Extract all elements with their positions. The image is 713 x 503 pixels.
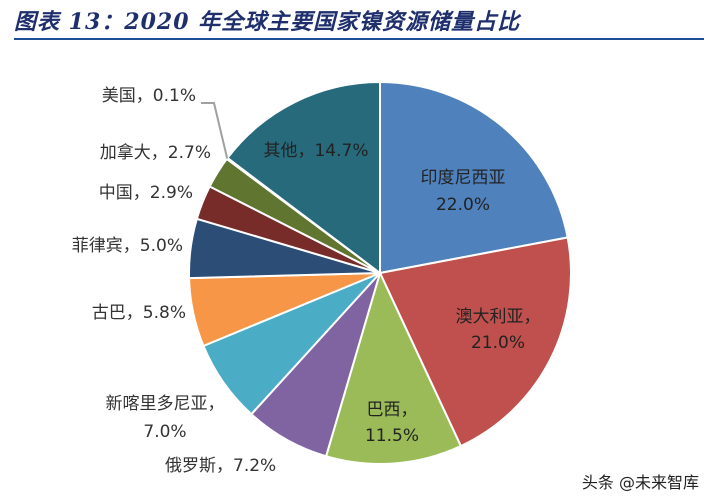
- pie-slice-印度尼西亚: [379, 80, 569, 275]
- slice-labels: 印度尼西亚 22.0% 澳大利亚， 21.0% 巴西， 11.5% 俄罗斯，7.2% 新喀里多…: [72, 86, 541, 476]
- slice-label-中国: 中国，2.9%: [99, 183, 193, 203]
- slice-label-其他: 其他，14.7%: [263, 141, 368, 161]
- pie-slice-巴西: [324, 270, 463, 465]
- pie-slice-澳大利亚: [378, 236, 572, 448]
- watermark: 头条 @未来智库: [581, 473, 699, 492]
- slice-label-新喀里多尼亚: 新喀里多尼亚， 7.0%: [106, 394, 225, 442]
- slice-label-菲律宾: 菲律宾，5.0%: [72, 236, 183, 256]
- chart-title: 图表 13：2020 年全球主要国家镍资源储量占比: [14, 9, 521, 35]
- slice-label-加拿大: 加拿大，2.7%: [100, 142, 211, 163]
- title-divider: [14, 38, 704, 40]
- slice-label-美国: 美国，0.1%: [102, 86, 196, 106]
- leader-line-美国: [201, 102, 229, 159]
- pie-slices: [188, 80, 572, 465]
- slice-label-印度尼西亚: 印度尼西亚 22.0%: [421, 168, 506, 215]
- pie-slice-其他: [226, 80, 381, 276]
- slice-label-澳大利亚: 澳大利亚， 21.0%: [456, 307, 541, 353]
- slice-label-古巴: 古巴，5.8%: [92, 303, 186, 323]
- slice-label-巴西: 巴西， 11.5%: [365, 400, 419, 446]
- leader-lines: [201, 102, 229, 159]
- slice-label-俄罗斯: 俄罗斯，7.2%: [165, 456, 276, 476]
